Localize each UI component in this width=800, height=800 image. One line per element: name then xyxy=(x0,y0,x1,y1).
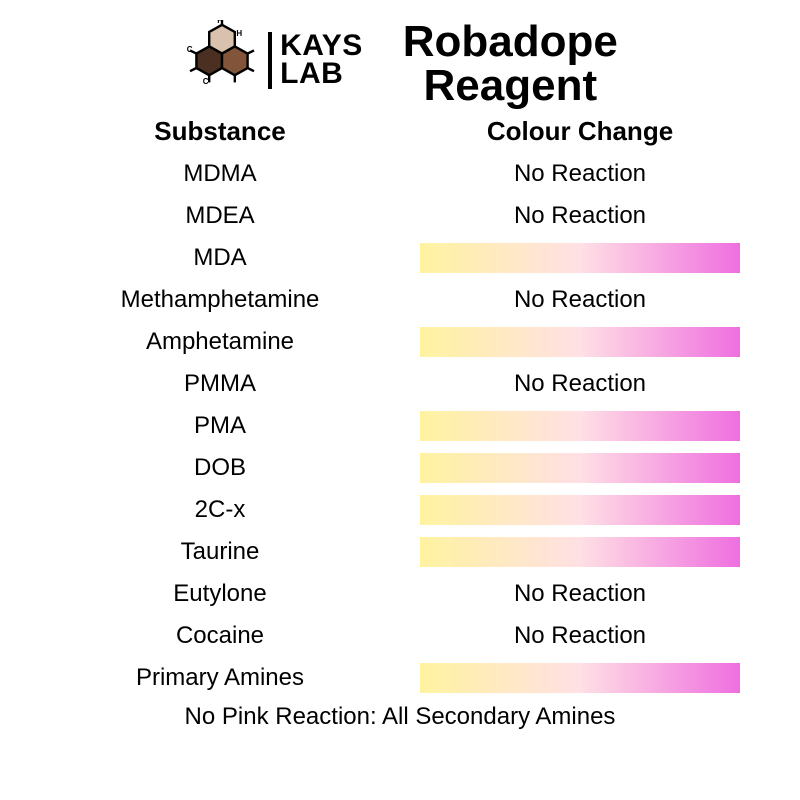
no-reaction-label: No Reaction xyxy=(514,202,646,230)
table-row: PMA xyxy=(40,405,760,447)
no-reaction-label: No Reaction xyxy=(514,160,646,188)
reaction-cell xyxy=(400,663,760,693)
table-row: Primary Amines xyxy=(40,657,760,699)
svg-text:C: C xyxy=(203,77,209,86)
substance-name: PMA xyxy=(40,412,400,440)
table-row: Eutylone No Reaction xyxy=(40,573,760,615)
reaction-cell xyxy=(400,243,760,273)
substance-name: MDA xyxy=(40,244,400,272)
brand-name: KAYS LAB xyxy=(268,32,363,89)
reaction-cell: No Reaction xyxy=(400,286,760,314)
table-row: 2C-x xyxy=(40,489,760,531)
title-line1: Robadope xyxy=(403,20,618,64)
no-reaction-label: No Reaction xyxy=(514,580,646,608)
table-row: Cocaine No Reaction xyxy=(40,615,760,657)
table-row: PMMA No Reaction xyxy=(40,363,760,405)
svg-text:H: H xyxy=(217,20,223,25)
substance-name: Methamphetamine xyxy=(40,286,400,314)
reaction-cell: No Reaction xyxy=(400,622,760,650)
table-row: DOB xyxy=(40,447,760,489)
reaction-cell: No Reaction xyxy=(400,160,760,188)
table-row: MDMA No Reaction xyxy=(40,153,760,195)
no-reaction-label: No Reaction xyxy=(514,370,646,398)
reaction-cell xyxy=(400,495,760,525)
reaction-cell: No Reaction xyxy=(400,580,760,608)
table-row: MDEA No Reaction xyxy=(40,195,760,237)
substance-name: Cocaine xyxy=(40,622,400,650)
no-reaction-label: No Reaction xyxy=(514,286,646,314)
footer-note: No Pink Reaction: All Secondary Amines xyxy=(40,703,760,731)
substance-name: Eutylone xyxy=(40,580,400,608)
reagent-title: Robadope Reagent xyxy=(403,20,618,108)
table-row: Methamphetamine No Reaction xyxy=(40,279,760,321)
colour-swatch xyxy=(420,243,740,273)
brand-line1: KAYS xyxy=(280,32,363,61)
reaction-cell: No Reaction xyxy=(400,370,760,398)
colour-swatch xyxy=(420,663,740,693)
colour-swatch xyxy=(420,411,740,441)
substance-name: Primary Amines xyxy=(40,664,400,692)
no-reaction-label: No Reaction xyxy=(514,622,646,650)
colour-swatch xyxy=(420,537,740,567)
brand-block: H H C C KAYS LAB xyxy=(182,20,363,100)
molecule-logo-icon: H H C C xyxy=(182,20,262,100)
substance-name: Amphetamine xyxy=(40,328,400,356)
svg-text:C: C xyxy=(187,45,193,54)
col-header-substance: Substance xyxy=(40,116,400,147)
substance-name: PMMA xyxy=(40,370,400,398)
reaction-cell xyxy=(400,453,760,483)
colour-swatch xyxy=(420,327,740,357)
column-headers: Substance Colour Change xyxy=(40,116,760,147)
col-header-colour: Colour Change xyxy=(400,116,760,147)
reaction-table: MDMA No Reaction MDEA No Reaction MDA Methamp… xyxy=(40,153,760,699)
substance-name: 2C-x xyxy=(40,496,400,524)
table-row: Taurine xyxy=(40,531,760,573)
colour-swatch xyxy=(420,495,740,525)
brand-line2: LAB xyxy=(280,60,363,89)
reaction-cell xyxy=(400,411,760,441)
table-row: Amphetamine xyxy=(40,321,760,363)
substance-name: MDEA xyxy=(40,202,400,230)
table-row: MDA xyxy=(40,237,760,279)
substance-name: MDMA xyxy=(40,160,400,188)
header: H H C C KAYS LAB Robadope Reagent xyxy=(40,20,760,108)
title-line2: Reagent xyxy=(403,64,618,108)
reaction-cell xyxy=(400,327,760,357)
svg-text:H: H xyxy=(237,29,243,38)
reaction-cell: No Reaction xyxy=(400,202,760,230)
substance-name: DOB xyxy=(40,454,400,482)
reagent-chart: H H C C KAYS LAB Robadope Reagent Substa… xyxy=(0,0,800,800)
substance-name: Taurine xyxy=(40,538,400,566)
reaction-cell xyxy=(400,537,760,567)
colour-swatch xyxy=(420,453,740,483)
